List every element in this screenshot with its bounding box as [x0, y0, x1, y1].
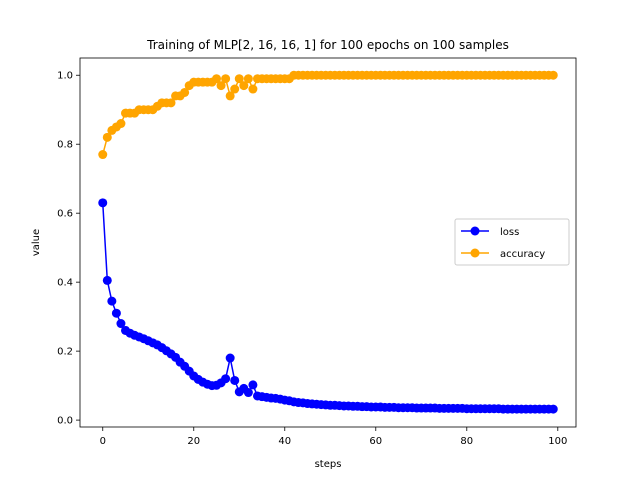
loss-point — [221, 374, 231, 384]
accuracy-point — [166, 98, 176, 108]
accuracy-point — [243, 74, 253, 84]
y-tick-label: 0.4 — [57, 278, 73, 289]
accuracy-point — [548, 70, 558, 80]
y-tick-label: 0.0 — [57, 416, 73, 427]
legend-accuracy-marker — [470, 248, 480, 258]
series-loss — [98, 198, 558, 414]
legend-loss-label: loss — [500, 227, 519, 238]
chart-title: Training of MLP[2, 16, 16, 1] for 100 ep… — [146, 38, 509, 52]
accuracy-point — [234, 74, 244, 84]
legend: loss accuracy — [454, 218, 570, 266]
data-layer — [98, 70, 558, 414]
y-tick-label: 1.0 — [57, 71, 73, 82]
y-axis-label: value — [31, 229, 42, 256]
plot-frame — [79, 57, 577, 428]
accuracy-point — [102, 132, 112, 142]
loss-point — [102, 275, 112, 285]
accuracy-point — [180, 87, 190, 97]
x-tick-label: 80 — [460, 436, 473, 447]
loss-point — [98, 198, 108, 208]
x-axis-ticks: 0 20 40 60 80 100 — [100, 427, 567, 447]
loss-point — [548, 404, 558, 414]
accuracy-point — [239, 81, 249, 91]
series-accuracy — [98, 70, 558, 160]
accuracy-point — [116, 119, 126, 129]
loss-point — [230, 375, 240, 385]
accuracy-point — [212, 74, 222, 84]
loss-point — [225, 353, 235, 363]
y-tick-label: 0.6 — [57, 209, 73, 220]
x-axis-label: steps — [315, 459, 342, 470]
accuracy-point — [230, 84, 240, 94]
loss-point — [243, 388, 253, 398]
accuracy-point — [216, 81, 226, 91]
y-tick-label: 0.8 — [57, 140, 73, 151]
loss-point — [116, 319, 126, 329]
x-tick-label: 100 — [548, 436, 567, 447]
x-tick-label: 20 — [187, 436, 200, 447]
y-tick-label: 0.2 — [57, 347, 73, 358]
accuracy-point — [225, 91, 235, 101]
loss-point — [107, 296, 117, 306]
accuracy-point — [248, 84, 258, 94]
legend-accuracy-label: accuracy — [500, 249, 545, 260]
legend-loss-marker — [470, 226, 480, 236]
loss-point — [248, 380, 258, 390]
accuracy-point — [221, 74, 231, 84]
x-tick-label: 60 — [369, 436, 382, 447]
y-axis-ticks: 0.0 0.2 0.4 0.6 0.8 1.0 — [57, 71, 80, 427]
loss-point — [111, 308, 121, 318]
accuracy-point — [98, 150, 108, 160]
x-tick-label: 40 — [278, 436, 291, 447]
x-tick-label: 0 — [100, 436, 106, 447]
